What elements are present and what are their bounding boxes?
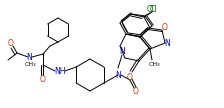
Text: CH₃: CH₃ xyxy=(24,61,36,67)
Text: N: N xyxy=(119,48,125,56)
Text: Cl: Cl xyxy=(146,6,154,14)
Text: O: O xyxy=(8,40,14,48)
Text: N: N xyxy=(26,52,32,61)
Text: Cl: Cl xyxy=(149,6,157,14)
Text: O: O xyxy=(127,72,133,82)
Text: NH: NH xyxy=(54,67,66,75)
Text: CH₃: CH₃ xyxy=(148,63,160,68)
Text: O: O xyxy=(133,87,139,97)
Text: O: O xyxy=(162,24,168,33)
Text: N: N xyxy=(115,71,121,79)
Text: N: N xyxy=(164,40,170,48)
Text: O: O xyxy=(40,75,46,83)
